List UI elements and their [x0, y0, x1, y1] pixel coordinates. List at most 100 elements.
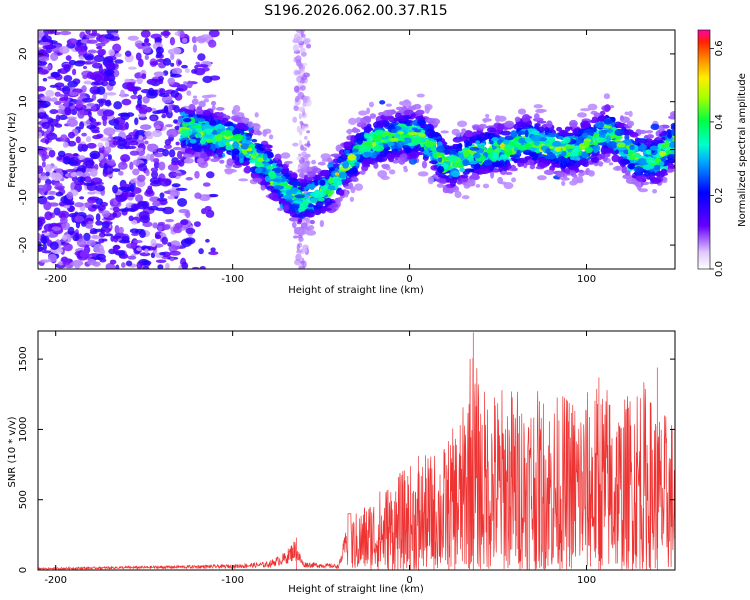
spectrogram-cell: [484, 133, 489, 140]
spectrogram-cell: [58, 46, 70, 54]
spectrogram-cell: [81, 144, 89, 152]
spectrogram-cell: [580, 120, 591, 129]
spectrogram-cell: [297, 183, 308, 187]
spectrogram-cell: [382, 109, 394, 117]
spectrogram-cell: [319, 179, 326, 186]
spectrogram-cell: [305, 43, 312, 49]
colorbar-tick-label: 0.6: [714, 40, 725, 56]
spectrogram-cell: [83, 202, 95, 209]
spectrogram-cell: [195, 61, 200, 65]
spectrogram-cell: [74, 262, 81, 269]
spectrogram-cell: [156, 51, 163, 58]
spectrogram-cell: [287, 177, 298, 182]
spectrogram-cell: [120, 154, 131, 163]
spectrogram-cell: [313, 205, 321, 210]
spectrogram-cell: [337, 180, 343, 186]
spectrogram-cell: [169, 257, 175, 262]
spectrogram-cell: [38, 126, 43, 132]
spectrogram-cell: [557, 156, 566, 163]
spectrogram-cell: [619, 158, 630, 165]
spectrogram-cell: [95, 213, 101, 222]
spectrogram-cell: [529, 164, 536, 170]
spectrogram-cell: [327, 185, 336, 191]
spectrogram-cell: [302, 246, 308, 253]
spectrogram-cell: [359, 144, 370, 153]
spectrogram-cell: [156, 148, 165, 153]
spectrogram-cell: [75, 171, 84, 177]
spectrogram-cell: [202, 75, 213, 84]
spectrogram-cell: [563, 144, 574, 149]
spectrogram-cell: [75, 99, 83, 109]
spectrogram-cell: [375, 155, 383, 162]
spectrogram-cell: [179, 30, 185, 38]
spectrogram-cell: [658, 150, 667, 157]
spectrogram-cell: [303, 39, 309, 45]
spectrogram-cell: [455, 133, 461, 138]
spectrogram-cell: [67, 131, 75, 139]
x-tick-label: -200: [44, 575, 67, 586]
spectrogram-cell: [634, 166, 643, 173]
spectrogram-cell: [637, 138, 648, 144]
spectrogram-cell: [199, 194, 211, 202]
spectrogram-cell: [142, 266, 150, 269]
spectrogram-cell: [334, 155, 339, 160]
spectrogram-cell: [205, 209, 215, 218]
spectrogram-cell: [50, 52, 59, 62]
spectrogram-cell: [516, 149, 521, 155]
spectrogram-cell: [462, 159, 470, 167]
spectrogram-cell: [54, 91, 61, 97]
snr-xlabel: Height of straight line (km): [288, 584, 424, 595]
spectrogram-cell: [302, 155, 309, 160]
spectrogram-cell: [256, 157, 265, 163]
spectrogram-cell: [85, 30, 91, 35]
spectrogram-cell: [139, 124, 152, 130]
spectrogram-cell: [38, 49, 48, 57]
spectrogram-cell: [45, 89, 55, 98]
spectrogram-cell: [300, 178, 308, 184]
spectrogram-cell: [86, 239, 96, 247]
spectrogram-cell: [189, 138, 197, 144]
spectrogram-cell: [81, 132, 87, 137]
spectrogram-cell: [100, 226, 106, 234]
spectrogram-cell: [145, 187, 154, 195]
spectrogram-cell: [348, 117, 357, 125]
spectrogram-cell: [541, 159, 552, 165]
spectrogram-cell: [296, 125, 301, 133]
spectrogram-cell: [624, 170, 631, 176]
y-tick-label: -10: [18, 189, 29, 205]
spectrogram-cell: [604, 104, 611, 112]
spectrogram-cell: [118, 186, 130, 191]
spectrogram-cell: [136, 77, 143, 85]
colorbar-tick-label: 0.0: [714, 261, 725, 277]
spectrogram-cell: [74, 202, 84, 208]
spectrogram-cell: [354, 183, 364, 191]
spectrogram-cell: [469, 146, 480, 151]
spectrogram-cell: [524, 143, 531, 150]
spectrogram-cell: [173, 119, 178, 124]
spectrogram-cell: [175, 141, 180, 146]
spectrogram-cell: [162, 206, 175, 215]
spectrogram-cell: [625, 177, 637, 185]
spectrogram-cell: [421, 160, 428, 169]
spectrogram-cell: [338, 189, 345, 196]
spectrogram-cell: [59, 93, 65, 97]
spectrogram-cell: [206, 94, 217, 98]
spectrogram-cell: [231, 153, 237, 161]
spectrogram-cell: [266, 165, 273, 170]
spectrogram-cell: [584, 146, 593, 154]
spectrogram-cell: [494, 160, 501, 168]
spectrogram-cell: [161, 236, 168, 245]
spectrogram-cell: [112, 245, 121, 250]
spectrogram-cell: [76, 176, 86, 183]
spectrogram-cell: [615, 165, 621, 171]
spectrogram-cell: [58, 210, 70, 220]
spectrogram-cell: [99, 137, 111, 142]
spectrogram-cell: [70, 109, 78, 116]
spectrogram-cell: [343, 149, 351, 154]
spectrogram-cell: [50, 71, 60, 78]
spectrogram-cell: [108, 159, 116, 166]
spectrogram-cell: [182, 118, 192, 123]
spectrogram-cell: [119, 89, 125, 98]
spectrogram-cell: [277, 182, 289, 186]
